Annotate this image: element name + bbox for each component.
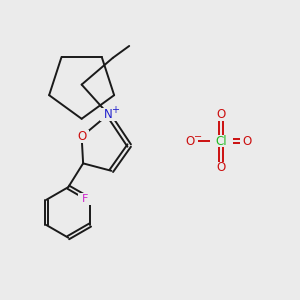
FancyBboxPatch shape (78, 193, 92, 205)
Text: N: N (103, 108, 112, 121)
Text: O: O (243, 135, 252, 148)
FancyBboxPatch shape (214, 108, 229, 121)
FancyBboxPatch shape (100, 108, 119, 121)
Text: O: O (77, 130, 86, 143)
Text: +: + (111, 105, 119, 115)
FancyBboxPatch shape (210, 135, 233, 147)
Text: −: − (194, 132, 202, 142)
Text: O: O (217, 161, 226, 174)
FancyBboxPatch shape (240, 135, 255, 147)
FancyBboxPatch shape (214, 162, 229, 174)
FancyBboxPatch shape (181, 135, 198, 147)
Text: O: O (185, 135, 194, 148)
Text: Cl: Cl (215, 135, 227, 148)
Text: O: O (217, 108, 226, 121)
FancyBboxPatch shape (74, 130, 89, 143)
Text: F: F (82, 194, 88, 204)
